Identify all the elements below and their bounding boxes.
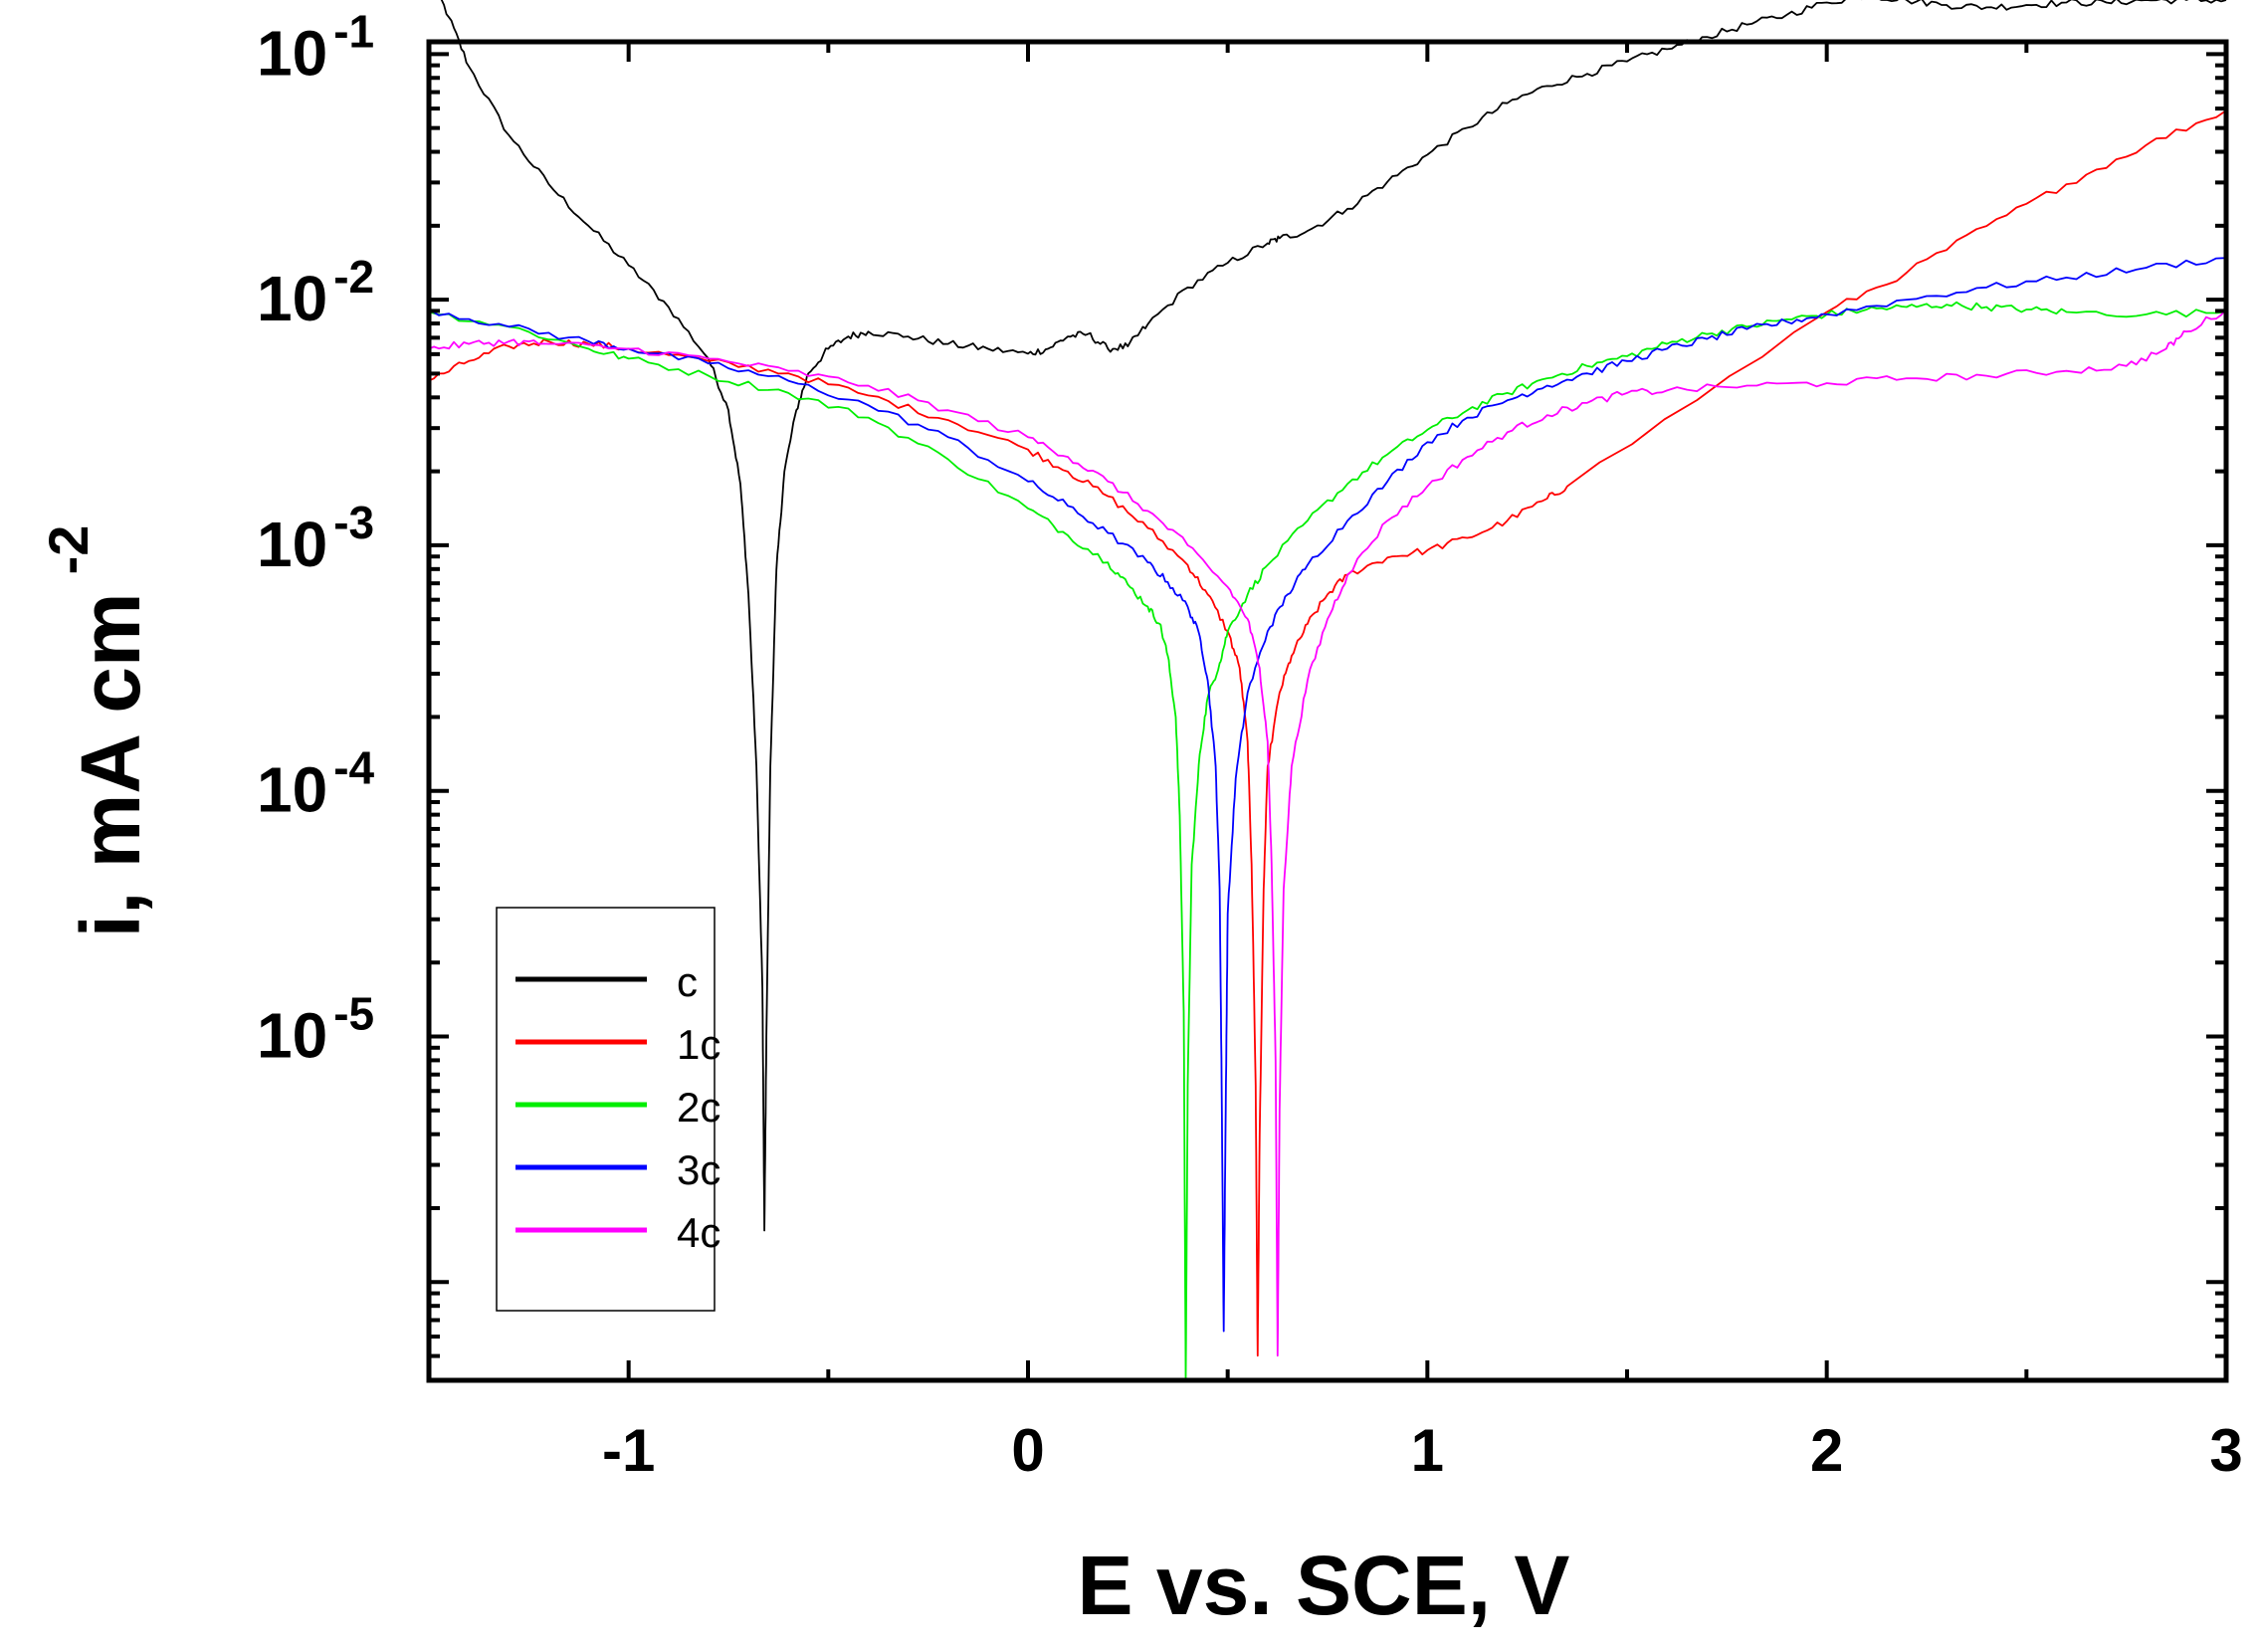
x-tick-label: -1 — [602, 1417, 655, 1484]
series-layer — [428, 0, 2227, 1381]
y-axis-title-main: i, mA cm — [64, 592, 157, 937]
y-tick-label: 10 -4 — [257, 742, 375, 826]
legend-box — [496, 907, 716, 1312]
series-line-c — [440, 0, 2227, 1232]
y-tick-label: 10 -5 — [257, 987, 374, 1071]
legend-label-1c: 1c — [677, 1021, 720, 1068]
x-tick-label: 2 — [1810, 1417, 1843, 1484]
tick-labels-layer: -1 0 1 2 3 10-5 10-4 10-3 10-2 10-1 — [257, 5, 2243, 1484]
series-line-3c — [428, 257, 2227, 1333]
legend-label-c: c — [677, 958, 698, 1005]
x-tick-label: 0 — [1011, 1417, 1044, 1484]
x-tick-label: 3 — [2209, 1417, 2242, 1484]
legend: c 1c 2c 3c 4c — [496, 907, 720, 1312]
series-line-1c — [428, 109, 2227, 1357]
y-axis-title: i, mA cm -2 — [37, 525, 157, 938]
ticks-layer — [427, 42, 2228, 1382]
y-tick-label: 10 -2 — [257, 251, 374, 334]
x-axis-title: E vs. SCE, V — [1078, 1539, 1570, 1632]
y-tick-label: 10 -3 — [257, 497, 374, 580]
svg-text:i, mA cm-2: i, mA cm -2 — [37, 525, 157, 938]
legend-label-2c: 2c — [677, 1084, 720, 1131]
y-tick-label: 10 -1 — [257, 5, 374, 89]
y-axis-title-exponent: -2 — [37, 525, 100, 575]
legend-label-4c: 4c — [677, 1209, 720, 1256]
series-line-4c — [428, 309, 2227, 1357]
plot-frame — [426, 39, 2229, 1383]
legend-label-3c: 3c — [677, 1146, 720, 1193]
x-tick-label: 1 — [1411, 1417, 1444, 1484]
